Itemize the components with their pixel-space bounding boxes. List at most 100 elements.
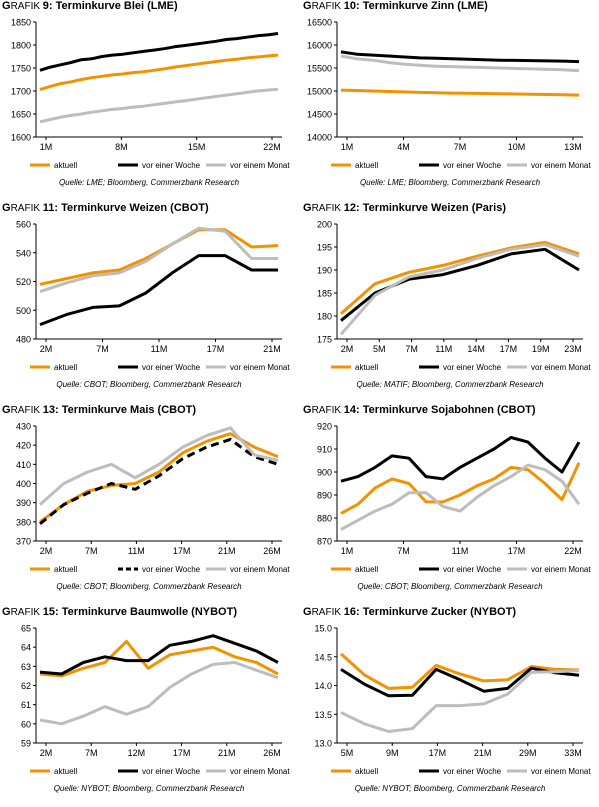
legend-label: vor einer Woche	[443, 565, 502, 574]
chart-label-rest: RAFIK	[311, 203, 344, 214]
x-tick-label: 7M	[454, 142, 467, 152]
series-line	[340, 669, 580, 733]
x-tick-label: 7M	[96, 344, 109, 354]
chart-svg: 370 380 390 400 410 420 430 2M 7M 11M 17M 21M 26M akt…	[16, 422, 290, 575]
x-tick-label: 11M	[151, 344, 168, 354]
x-tick-label: 21M	[474, 748, 492, 758]
chart-title-text: Terminkurve Weizen (Paris)	[362, 202, 507, 214]
series-line	[340, 666, 580, 698]
chart-number: 9:	[42, 0, 56, 12]
chart-source: Quelle: MATIF; Bloomberg, Commerzbank Re…	[356, 380, 544, 389]
x-tick-label: 11M	[452, 546, 469, 556]
x-tick-label: 15M	[188, 142, 206, 152]
chart-source: Quelle: NYBOT; Bloomberg, Commerzbank Re…	[53, 784, 245, 793]
chart-label-initial: G	[303, 404, 312, 416]
chart-title-text: Terminkurve Zucker (NYBOT)	[362, 606, 516, 618]
x-tick-label: 2M	[40, 546, 53, 556]
legend-label: aktuell	[355, 767, 378, 776]
legend-label: aktuell	[355, 565, 378, 574]
chart-label-initial: G	[303, 202, 312, 214]
y-tick-label: 190	[317, 266, 332, 276]
series-line	[39, 661, 279, 726]
chart-source: Quelle: NYBOT; Bloomberg, Commerzbank Re…	[354, 784, 546, 793]
x-tick-label: 17M	[173, 748, 191, 758]
legend-label: vor einer Woche	[443, 363, 502, 372]
chart-label-initial: G	[2, 0, 11, 12]
x-tick-label: 11M	[128, 546, 145, 556]
y-tick-label: 59	[21, 739, 31, 749]
series-line	[340, 436, 581, 483]
chart-svg: 175 180 185 190 195 200 2M 5M 7M 11M 14M 17M 19M 23M a…	[317, 220, 591, 373]
chart-title-text: Terminkurve Blei (LME)	[55, 0, 178, 12]
y-tick-label: 195	[317, 243, 332, 253]
y-tick-label: 880	[317, 514, 332, 524]
chart-label-initial: G	[2, 404, 11, 416]
legend-label: vor einer Woche	[142, 565, 201, 574]
y-tick-label: 63	[21, 662, 31, 672]
x-tick-label: 7M	[85, 748, 98, 758]
x-tick-label: 13M	[564, 142, 582, 152]
x-tick-label: 11M	[435, 344, 452, 354]
series-line	[39, 226, 278, 294]
y-tick-label: 390	[16, 498, 31, 508]
chart-title: GRAFIK 16: Terminkurve Zucker (NYBOT)	[303, 606, 516, 618]
chart-title: GRAFIK 13: Terminkurve Mais (CBOT)	[2, 404, 196, 416]
chart-label-initial: G	[2, 606, 11, 618]
chart-panel: GRAFIK 14: Terminkurve Sojabohnen (CBOT)…	[301, 404, 599, 605]
x-tick-label: 2M	[40, 748, 53, 758]
x-tick-label: 23M	[564, 344, 582, 354]
series-line	[340, 240, 580, 315]
y-tick-label: 200	[317, 220, 332, 230]
chart-label-rest: RAFIK	[10, 405, 43, 416]
y-tick-label: 14000	[307, 133, 332, 143]
series-line	[339, 243, 580, 336]
y-tick-label: 16000	[307, 41, 332, 51]
x-tick-label: 1M	[40, 142, 53, 152]
y-tick-label: 410	[16, 460, 31, 470]
y-tick-label: 890	[317, 491, 332, 501]
legend-label: vor einem Monat	[230, 161, 290, 170]
chart-source: Quelle: LME; Bloomberg, Commerzbank Rese…	[58, 178, 240, 187]
chart-number: 16:	[343, 606, 363, 618]
y-tick-label: 1800	[11, 41, 31, 51]
chart-svg: 870 880 890 900 910 920 1M 7M 11M 17M 22M aktuell vo…	[317, 422, 591, 575]
x-tick-label: 17M	[500, 344, 518, 354]
x-tick-label: 5M	[341, 748, 354, 758]
y-tick-label: 65	[21, 624, 31, 634]
y-tick-label: 14.0	[314, 681, 332, 691]
legend-label: vor einer Woche	[443, 767, 502, 776]
legend-label: vor einem Monat	[531, 565, 591, 574]
chart-label-initial: G	[303, 606, 312, 618]
legend-label: vor einem Monat	[531, 363, 591, 372]
y-tick-label: 1650	[11, 110, 31, 120]
x-tick-label: 21M	[218, 748, 236, 758]
chart-title: GRAFIK 14: Terminkurve Sojabohnen (CBOT)	[303, 404, 536, 416]
series-line	[39, 228, 279, 286]
chart-title: GRAFIK 12: Terminkurve Weizen (Paris)	[303, 202, 506, 214]
chart-source: Quelle: CBOT; Bloomberg, Commerzbank Res…	[357, 582, 543, 591]
legend-label: vor einer Woche	[142, 363, 201, 372]
legend-label: vor einer Woche	[142, 767, 201, 776]
y-tick-label: 1600	[11, 133, 31, 143]
series-line	[340, 88, 580, 97]
y-tick-label: 175	[317, 335, 332, 345]
chart-label-rest: RAFIK	[10, 607, 43, 618]
chart-label-rest: RAFIK	[311, 607, 344, 618]
y-tick-label: 920	[317, 422, 332, 432]
x-tick-label: 7M	[405, 344, 418, 354]
x-tick-label: 9M	[386, 748, 399, 758]
series-line	[339, 652, 580, 690]
chart-title-text: Terminkurve Mais (CBOT)	[61, 404, 197, 416]
y-tick-label: 15.0	[314, 624, 332, 634]
series-line	[39, 87, 279, 124]
chart-title-text: Terminkurve Baumwolle (NYBOT)	[61, 606, 237, 618]
chart-number: 12:	[343, 202, 363, 214]
y-tick-label: 480	[16, 335, 31, 345]
x-tick-label: 2M	[40, 344, 53, 354]
chart-svg: 14000 14500 15000 15500 16000 16500 1M 4M 7M 10M 1…	[307, 18, 591, 171]
series-line	[340, 50, 580, 64]
chart-label-initial: G	[2, 202, 11, 214]
x-tick-label: 26M	[263, 546, 281, 556]
x-tick-label: 19M	[532, 344, 550, 354]
chart-svg: 1600 1650 1700 1750 1800 1850 1M 8M 15M 22M aktuel…	[11, 18, 290, 171]
